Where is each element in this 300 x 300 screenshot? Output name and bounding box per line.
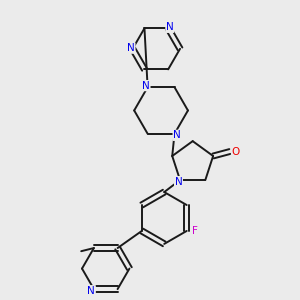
Text: N: N <box>142 81 150 91</box>
Text: N: N <box>88 286 95 296</box>
Text: N: N <box>166 22 174 32</box>
Text: F: F <box>192 226 197 236</box>
Text: N: N <box>127 43 135 53</box>
Text: N: N <box>173 130 181 140</box>
Text: N: N <box>175 177 182 187</box>
Text: O: O <box>232 146 240 157</box>
